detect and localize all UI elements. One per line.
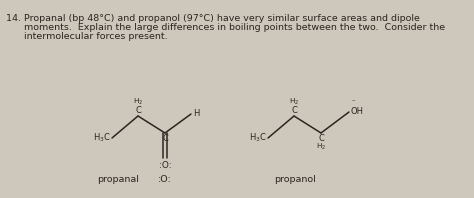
- Text: C: C: [162, 134, 168, 143]
- Text: H$_2$: H$_2$: [289, 97, 299, 107]
- Text: H: H: [193, 109, 200, 118]
- Text: H$_3$C: H$_3$C: [93, 132, 111, 144]
- Text: propanol: propanol: [274, 175, 316, 184]
- Text: :O:: :O:: [158, 175, 172, 184]
- Text: propanal: propanal: [97, 175, 139, 184]
- Text: H$_2$: H$_2$: [316, 142, 326, 152]
- Text: C: C: [135, 106, 141, 115]
- Text: :O:: :O:: [159, 161, 171, 170]
- Text: H$_2$: H$_2$: [133, 97, 143, 107]
- Text: moments.  Explain the large differences in boiling points between the two.  Cons: moments. Explain the large differences i…: [6, 23, 445, 32]
- Text: C: C: [291, 106, 297, 115]
- Text: ··: ··: [351, 98, 355, 104]
- Text: 14. Propanal (bp 48°C) and propanol (97°C) have very similar surface areas and d: 14. Propanal (bp 48°C) and propanol (97°…: [6, 14, 420, 23]
- Text: H$_3$C: H$_3$C: [249, 132, 267, 144]
- Text: OH: OH: [351, 108, 364, 116]
- Text: intermolecular forces present.: intermolecular forces present.: [6, 32, 168, 41]
- Text: C: C: [318, 134, 324, 143]
